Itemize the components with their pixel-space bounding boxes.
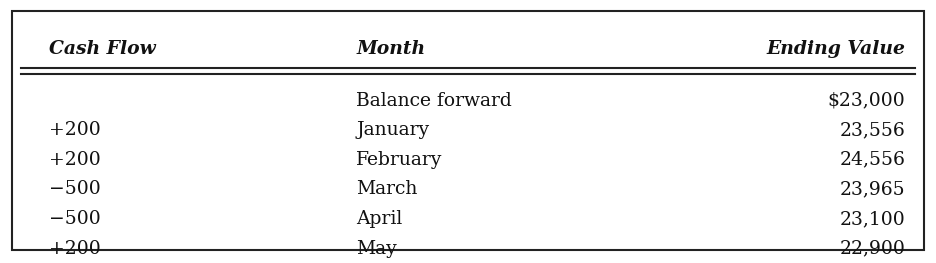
Text: 24,556: 24,556 (840, 151, 905, 169)
Text: April: April (357, 210, 402, 228)
Text: March: March (357, 180, 417, 198)
Text: 23,965: 23,965 (840, 180, 905, 198)
Text: 23,556: 23,556 (840, 121, 905, 139)
Text: February: February (357, 151, 443, 169)
Text: −500: −500 (50, 210, 101, 228)
Text: Ending Value: Ending Value (767, 40, 905, 58)
Text: +200: +200 (50, 151, 101, 169)
Text: Cash Flow: Cash Flow (50, 40, 156, 58)
Text: January: January (357, 121, 430, 139)
Text: Balance forward: Balance forward (357, 92, 512, 110)
Text: $23,000: $23,000 (827, 92, 905, 110)
Text: 23,100: 23,100 (840, 210, 905, 228)
Text: Month: Month (357, 40, 426, 58)
FancyBboxPatch shape (12, 11, 924, 250)
Text: −500: −500 (50, 180, 101, 198)
Text: 22,900: 22,900 (840, 240, 905, 258)
Text: May: May (357, 240, 397, 258)
Text: +200: +200 (50, 240, 101, 258)
Text: +200: +200 (50, 121, 101, 139)
